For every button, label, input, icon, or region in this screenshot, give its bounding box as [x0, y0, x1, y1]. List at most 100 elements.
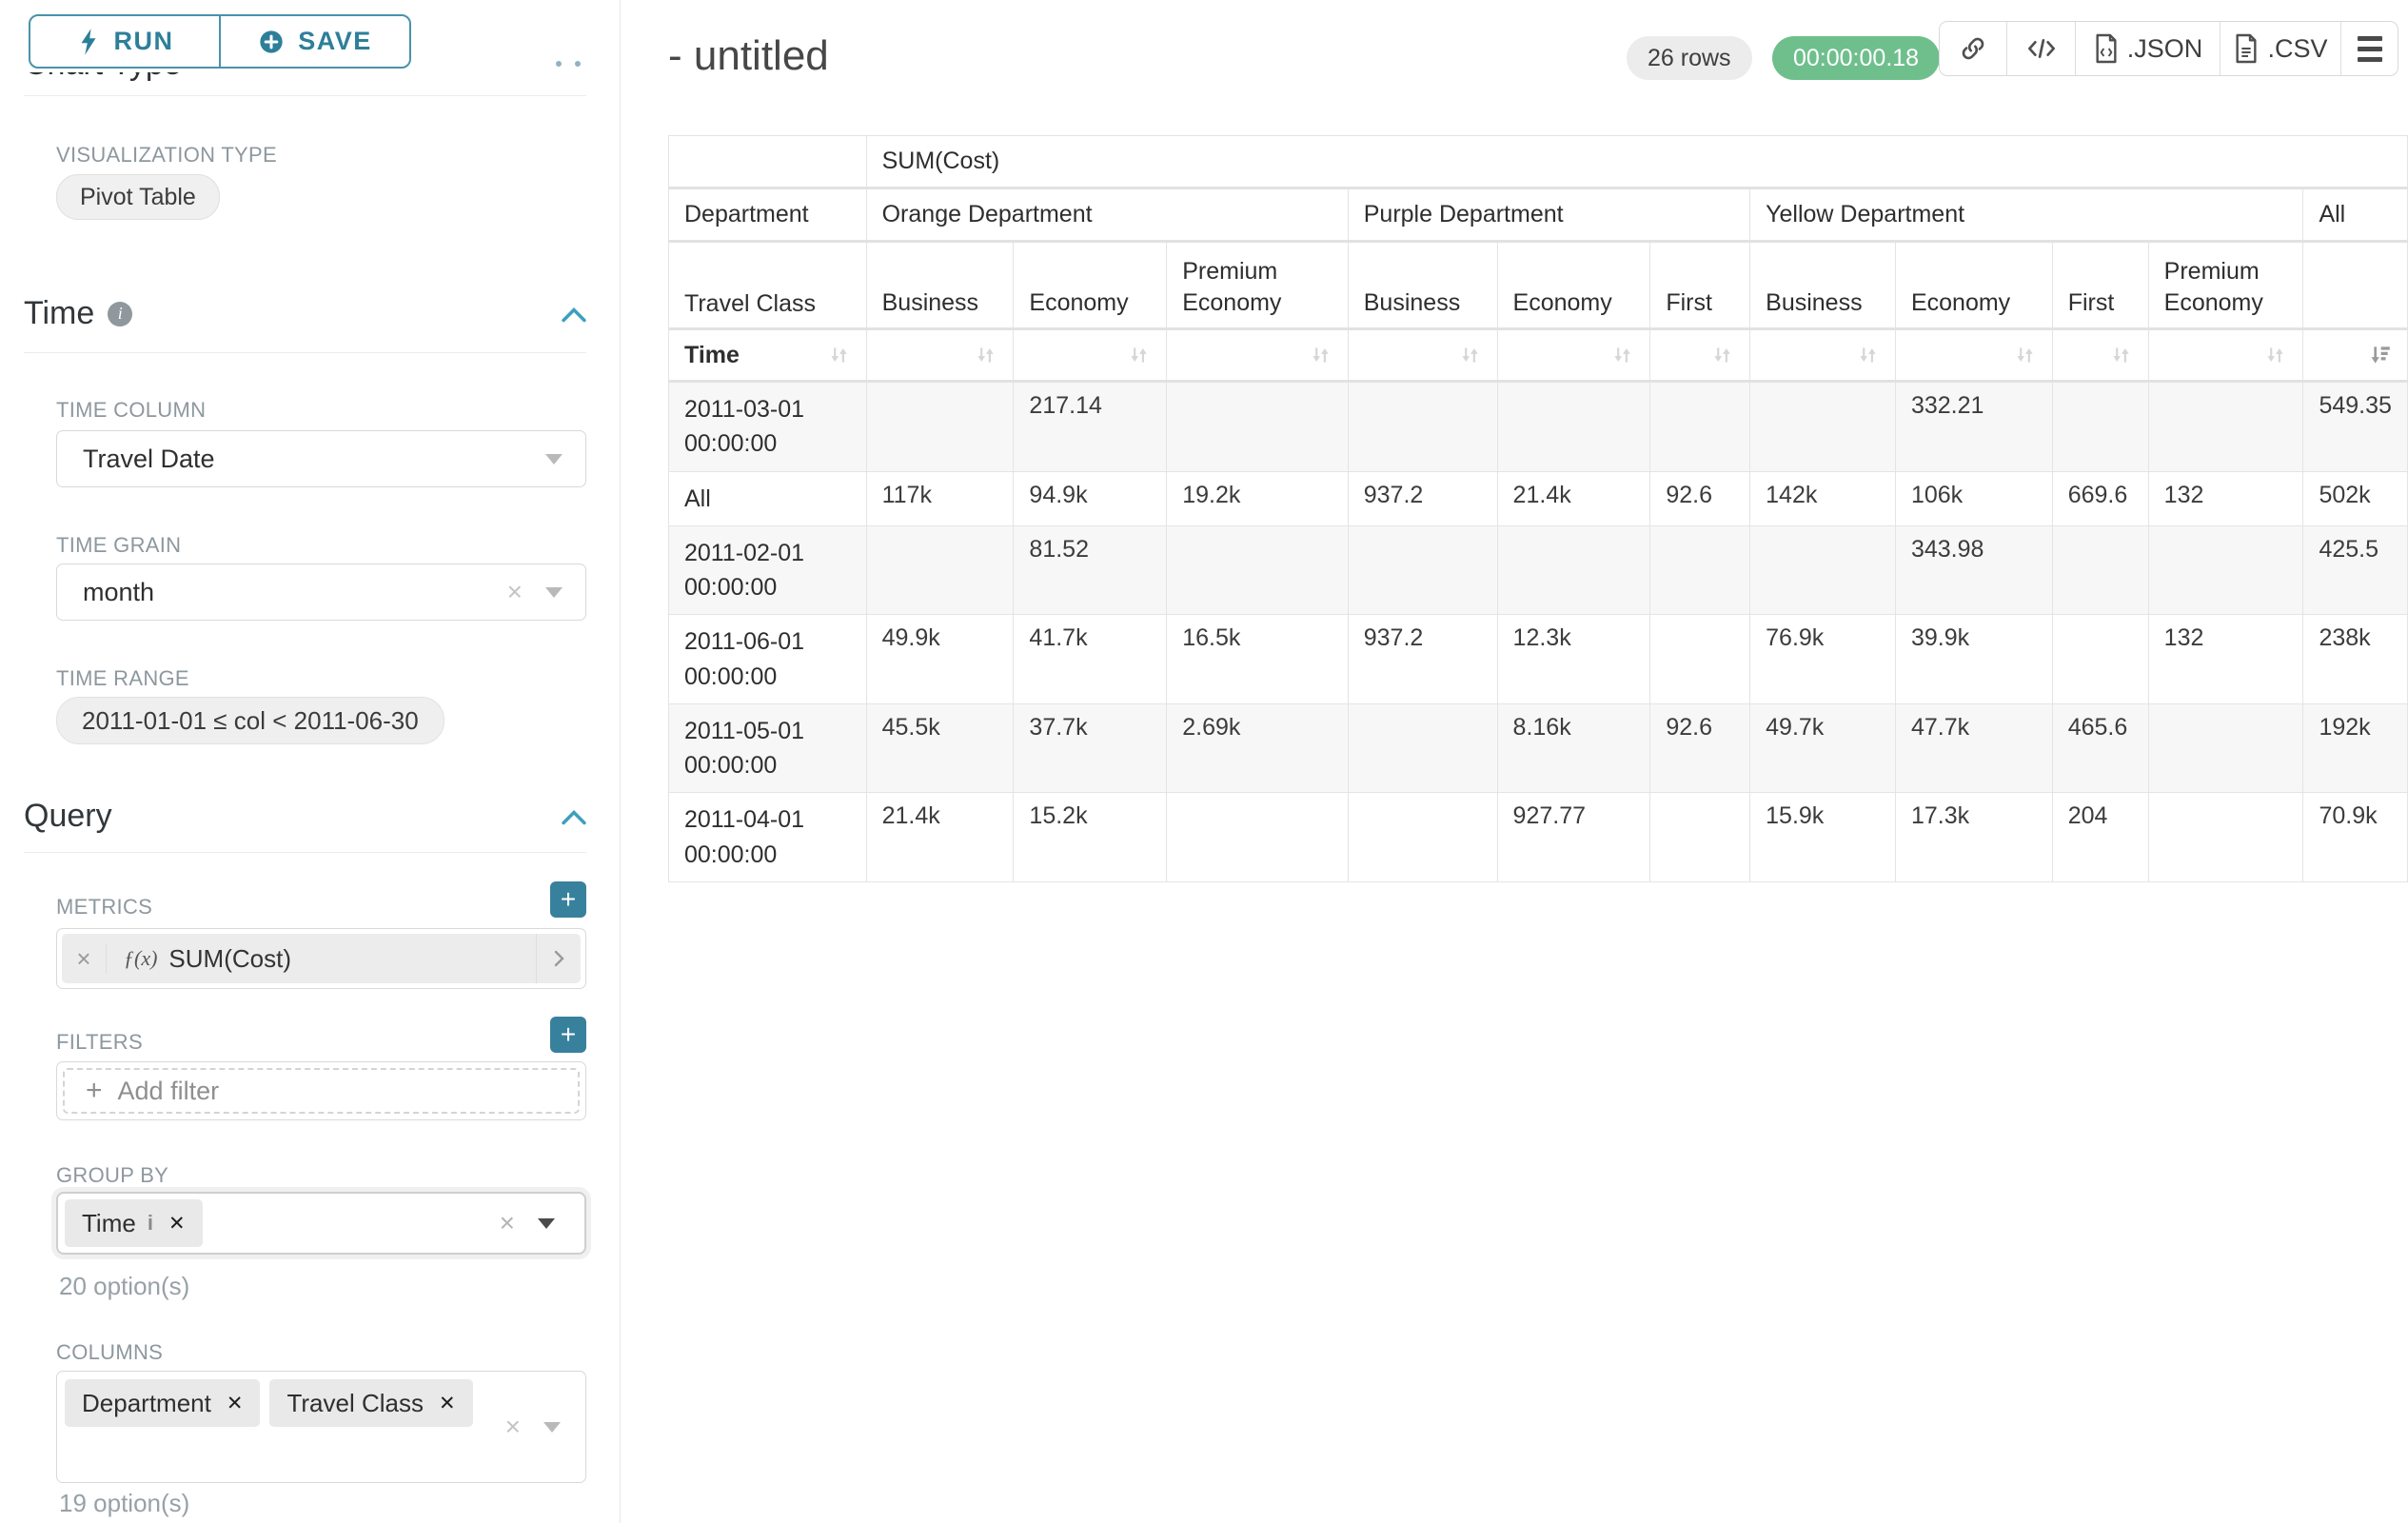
- sort-header-cell[interactable]: [1649, 328, 1751, 383]
- data-cell: [865, 524, 1015, 616]
- sort-icon[interactable]: [973, 343, 997, 367]
- table-row: 2011-02-01 00:00:00 81.52 343.98 425.5: [668, 524, 2408, 616]
- data-cell: [1166, 524, 1349, 616]
- sort-header-cell[interactable]: [1496, 328, 1651, 383]
- data-cell: [1496, 524, 1651, 616]
- sort-icon[interactable]: [2262, 343, 2287, 367]
- metric-label: SUM(Cost): [168, 943, 291, 973]
- data-cell: [1649, 524, 1751, 616]
- caret-down-icon: [538, 1217, 555, 1229]
- row-header-cell: 2011-05-01 00:00:00: [668, 702, 867, 794]
- time-range-pill[interactable]: 2011-01-01 ≤ col < 2011-06-30: [56, 697, 444, 744]
- group-by-select[interactable]: Time i ✕ ×: [56, 1192, 586, 1255]
- columns-options-hint: 19 option(s): [59, 1489, 190, 1517]
- sort-icon[interactable]: [2108, 343, 2133, 367]
- row-count-badge: 26 rows: [1627, 36, 1752, 80]
- column-group-header: Purple Department: [1347, 188, 1751, 243]
- add-filter-plus-button[interactable]: +: [550, 1017, 586, 1053]
- view-query-button[interactable]: [2006, 22, 2075, 75]
- sort-icon[interactable]: [1855, 343, 1880, 367]
- chevron-up-icon[interactable]: [560, 305, 588, 326]
- sort-header-cell[interactable]: [1013, 328, 1168, 383]
- sort-icon[interactable]: [1609, 343, 1634, 367]
- time-column-select[interactable]: Travel Date: [56, 430, 586, 487]
- sort-icon[interactable]: [2012, 343, 2037, 367]
- chart-title[interactable]: - untitled: [668, 32, 829, 79]
- row-dimension-label: Time: [684, 341, 740, 368]
- sort-desc-active-icon[interactable]: [2367, 343, 2392, 367]
- data-cell: [2051, 614, 2149, 704]
- remove-metric-icon[interactable]: ×: [62, 943, 107, 974]
- add-filter-button[interactable]: + Add filter: [63, 1068, 580, 1114]
- data-cell: 92.6: [1649, 470, 1751, 526]
- data-cell: 94.9k: [1013, 470, 1168, 526]
- run-button[interactable]: RUN: [30, 16, 219, 67]
- data-cell: [865, 381, 1015, 472]
- sort-icon[interactable]: [1126, 343, 1151, 367]
- data-cell: 332.21: [1894, 381, 2053, 472]
- copy-link-button[interactable]: [1940, 22, 2006, 75]
- export-csv-button[interactable]: .CSV: [2220, 22, 2340, 75]
- row-header-cell: 2011-02-01 00:00:00: [668, 524, 867, 616]
- sort-header-cell[interactable]: Time: [668, 328, 867, 383]
- data-cell: 132: [2147, 614, 2304, 704]
- data-cell: [1347, 524, 1498, 616]
- data-cell: 192k: [2302, 702, 2408, 794]
- data-cell: [2051, 524, 2149, 616]
- sort-header-cell[interactable]: [2051, 328, 2149, 383]
- row-header-cell: All: [668, 470, 867, 526]
- sort-icon[interactable]: [1709, 343, 1734, 367]
- sort-icon[interactable]: [826, 343, 851, 367]
- query-section-header[interactable]: Query: [24, 798, 112, 835]
- visualization-type-pill[interactable]: Pivot Table: [56, 174, 220, 220]
- sort-header-cell[interactable]: [1166, 328, 1349, 383]
- panel-drag-handle[interactable]: [556, 61, 581, 67]
- selected-option-pill[interactable]: Time i ✕: [65, 1199, 203, 1247]
- column-header: First: [2051, 241, 2149, 330]
- metric-pill[interactable]: × ƒ(x) SUM(Cost): [62, 934, 581, 983]
- sort-icon[interactable]: [1457, 343, 1482, 367]
- sort-header-cell[interactable]: [865, 328, 1015, 383]
- info-icon: i: [147, 1211, 153, 1235]
- data-cell: [2147, 381, 2304, 472]
- columns-select[interactable]: Department ✕ Travel Class ✕ ×: [56, 1371, 586, 1483]
- link-icon: [1959, 34, 1987, 63]
- chevron-up-icon[interactable]: [560, 807, 588, 828]
- sort-icon[interactable]: [1308, 343, 1332, 367]
- data-cell: [1347, 792, 1498, 882]
- selected-option-pill[interactable]: Department ✕: [65, 1379, 261, 1427]
- table-row: 2011-04-01 00:00:00 21.4k 15.2k 927.77 15.9k…: [668, 792, 2408, 882]
- table-row: 2011-03-01 00:00:00 217.14 332.21 549.35: [668, 381, 2408, 472]
- clear-icon[interactable]: ×: [499, 1208, 515, 1237]
- export-json-button[interactable]: .JSON: [2075, 22, 2220, 75]
- clear-icon[interactable]: ×: [504, 1412, 521, 1441]
- data-cell: [1649, 614, 1751, 704]
- sort-header-cell[interactable]: [1749, 328, 1896, 383]
- data-cell: 15.2k: [1013, 792, 1168, 882]
- sort-header-cell[interactable]: [2147, 328, 2304, 383]
- add-filter-label: Add filter: [117, 1076, 220, 1105]
- remove-icon[interactable]: ✕: [438, 1392, 456, 1414]
- column-header: Premium Economy: [1166, 241, 1349, 330]
- column-header: [2302, 241, 2408, 330]
- column-header: Business: [1347, 241, 1498, 330]
- chevron-right-icon[interactable]: [536, 934, 581, 983]
- time-grain-select[interactable]: month ×: [56, 564, 586, 621]
- table-row: 2011-06-01 00:00:00 49.9k 41.7k 16.5k 937.2 1…: [668, 614, 2408, 704]
- time-section-header[interactable]: Time i: [24, 295, 133, 332]
- sort-header-cell[interactable]: [1347, 328, 1498, 383]
- selected-option-pill[interactable]: Travel Class ✕: [269, 1379, 473, 1427]
- more-options-button[interactable]: [2340, 22, 2398, 75]
- sort-header-cell[interactable]: [1894, 328, 2053, 383]
- sort-header-cell[interactable]: [2302, 328, 2408, 383]
- clear-icon[interactable]: ×: [506, 577, 523, 606]
- data-cell: 49.9k: [865, 614, 1015, 704]
- remove-icon[interactable]: ✕: [168, 1212, 186, 1235]
- data-cell: [1166, 381, 1349, 472]
- columns-pills: Department ✕ Travel Class ✕: [65, 1379, 578, 1427]
- add-metric-button[interactable]: +: [550, 881, 586, 918]
- data-cell: [1347, 381, 1498, 472]
- save-button[interactable]: SAVE: [219, 16, 409, 67]
- remove-icon[interactable]: ✕: [226, 1392, 244, 1414]
- query-section-title: Query: [24, 798, 112, 834]
